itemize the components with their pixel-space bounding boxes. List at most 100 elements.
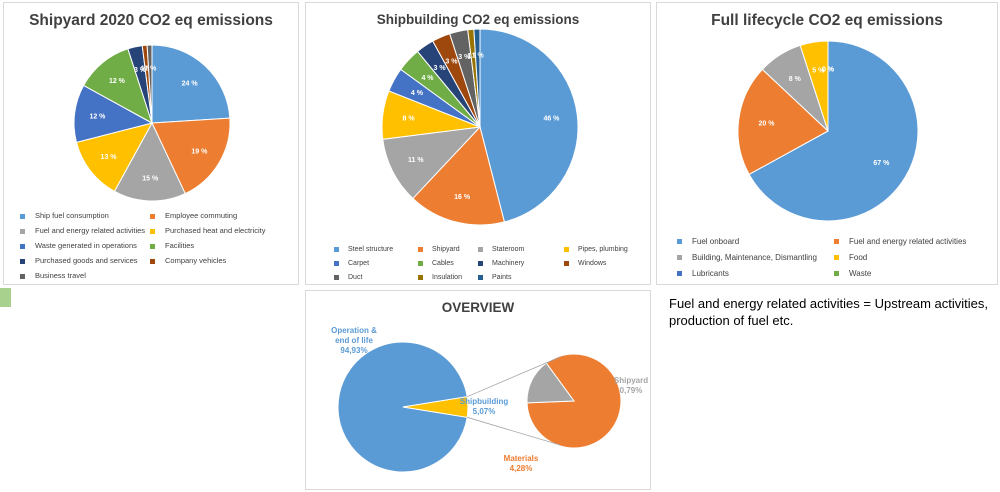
data-label-shipyard: 16 % [454, 194, 471, 201]
legend-swatch [834, 255, 839, 261]
panel-shipbuilding: Shipbuilding CO2 eq emissions 46 % 16 % 11… [305, 2, 651, 285]
legend-swatch [418, 246, 423, 252]
pie-slice-food [799, 40, 829, 132]
chart-title-overview: OVERVIEW [441, 300, 515, 315]
legend-item-fuel-and-energy-related-activities: Fuel and energy related activities [20, 226, 145, 235]
legend-swatch [478, 274, 483, 280]
legend-swatch [677, 255, 682, 261]
pie-chart-shipyard: 24 %19 %15 %13 %12 %12 %3 %1 %1 % [73, 44, 231, 202]
pie-slice-stateroom [382, 126, 482, 200]
pie-chart-lifecycle: 67 %20 %8 %5 %0 %0 % [737, 40, 919, 222]
pie-slice-business-travel [146, 44, 153, 124]
green-marker [0, 288, 11, 307]
legend-label: Employee commuting [165, 211, 238, 220]
legend-label: Waste generated in operations [35, 241, 137, 250]
legend-item-machinery: Machinery [478, 260, 524, 267]
data-label-ship-fuel-consumption: 24 % [182, 80, 199, 87]
legend-swatch [150, 243, 155, 249]
data-label-waste-generated-in-operations: 12 % [89, 114, 106, 121]
label-operation-end-of-life: Operation & end of life 94,93% [331, 326, 377, 355]
data-label-employee-commuting: 19 % [191, 148, 208, 155]
data-label-fuel-onboard: 67 % [873, 160, 890, 167]
legend-label: Company vehicles [165, 256, 227, 265]
data-label-company-vehicles: 1 % [141, 66, 154, 73]
label-shipbuilding: Shipbuilding 5,07% [460, 397, 509, 416]
legend-item-fuel-onboard: Fuel onboard [677, 237, 739, 246]
pie-slice-fuel-onboard [748, 40, 919, 222]
legend-swatch [20, 228, 25, 234]
chart-title-shipbuilding: Shipbuilding CO2 eq emissions [376, 12, 580, 27]
legend-swatch [418, 260, 423, 266]
legend-swatch [418, 274, 423, 280]
legend-item-company-vehicles: Company vehicles [150, 256, 226, 265]
legend-swatch [677, 239, 682, 245]
legend-label: Stateroom [492, 246, 525, 253]
legend-swatch [478, 246, 483, 252]
legend-item-pipes-plumbing: Pipes, plumbing [564, 246, 628, 253]
legend-swatch [20, 243, 25, 249]
legend-item-duct: Duct [334, 274, 362, 281]
panel-full-lifecycle: Full lifecycle CO2 eq emissions 67 % 20 %… [656, 2, 998, 285]
data-label-cables: 4 % [421, 75, 434, 82]
data-label-fuel-and-energy-related-activities: 20 % [759, 121, 776, 128]
pie-slice-employee-commuting [151, 117, 231, 195]
pie-slice-purchased-heat-and-electricity [75, 122, 153, 193]
legend-swatch [150, 228, 155, 234]
legend-label: Fuel and energy related activities [35, 226, 146, 235]
legend-item-business-travel: Business travel [20, 271, 86, 280]
legend-item-steel-structure: Steel structure [334, 246, 393, 253]
legend-label: Building, Maintenance, Dismantling [692, 253, 817, 262]
legend-swatch [334, 246, 339, 252]
legend-label: Purchased heat and electricity [165, 226, 266, 235]
data-label-lubricants: 0 % [822, 67, 835, 74]
data-label-stateroom: 11 % [408, 157, 424, 164]
legend-item-fuel-and-energy-related-activities: Fuel and energy related activities [834, 237, 966, 246]
data-label-duct: 3 % [458, 54, 471, 61]
legend-label: Carpet [348, 260, 370, 267]
data-label-machinery: 3 % [433, 65, 446, 72]
legend-swatch [150, 258, 155, 264]
legend-label: Facilities [165, 241, 195, 250]
legend-swatch [564, 260, 569, 266]
legend-item-carpet: Carpet [334, 260, 369, 267]
legend-item-purchased-heat-and-electricity: Purchased heat and electricity [150, 226, 265, 235]
legend-label: Fuel and energy related activities [849, 237, 967, 246]
legend-label: Shipyard [432, 246, 460, 253]
label-materials: Materials 4,28% [504, 454, 539, 473]
data-label-building-maintenance-dismantling: 8 % [789, 76, 802, 83]
connector-line-bottom [467, 416, 561, 446]
chart-title-lifecycle: Full lifecycle CO2 eq emissions [711, 12, 943, 29]
panel-overview: OVERVIEW Operation & end of life 94,93% Shi… [305, 290, 651, 490]
legend-swatch [478, 260, 483, 266]
data-label-business-travel: 1 % [144, 66, 157, 73]
legend-label: Windows [578, 260, 607, 267]
legend-item-food: Food [834, 253, 867, 262]
legend-item-facilities: Facilities [150, 241, 194, 250]
legend-item-employee-commuting: Employee commuting [150, 211, 237, 220]
legend-label: Machinery [492, 260, 525, 267]
pie-slice-fuel-and-energy-related-activities [737, 68, 829, 176]
data-label-paints: 1 % [472, 53, 485, 60]
legend-swatch [564, 246, 569, 252]
legend-label: Steel structure [348, 246, 394, 253]
label-shipyard: Shipyard 0,79% [614, 376, 648, 395]
data-label-steel-structure: 46 % [543, 115, 560, 122]
legend-item-cables: Cables [418, 260, 454, 267]
legend-swatch [20, 213, 25, 219]
legend-label: Duct [348, 274, 363, 281]
legend-label: Cables [432, 260, 454, 267]
legend-swatch [334, 260, 339, 266]
legend-label: Paints [492, 274, 512, 281]
pie-slice-ship-fuel-consumption [151, 44, 231, 124]
legend-swatch [20, 273, 25, 279]
legend-item-windows: Windows [564, 260, 606, 267]
legend-swatch [334, 274, 339, 280]
legend-item-lubricants: Lubricants [677, 269, 729, 278]
chart-title-shipyard: Shipyard 2020 CO2 eq emissions [29, 12, 273, 29]
pie-slice-shipbuilding [402, 396, 469, 418]
legend-swatch [677, 271, 682, 277]
legend-swatch [150, 213, 155, 219]
pie-slice-paints [473, 28, 481, 128]
legend-item-stateroom: Stateroom [478, 246, 524, 253]
legend-item-purchased-goods-and-services: Purchased goods and services [20, 256, 138, 265]
